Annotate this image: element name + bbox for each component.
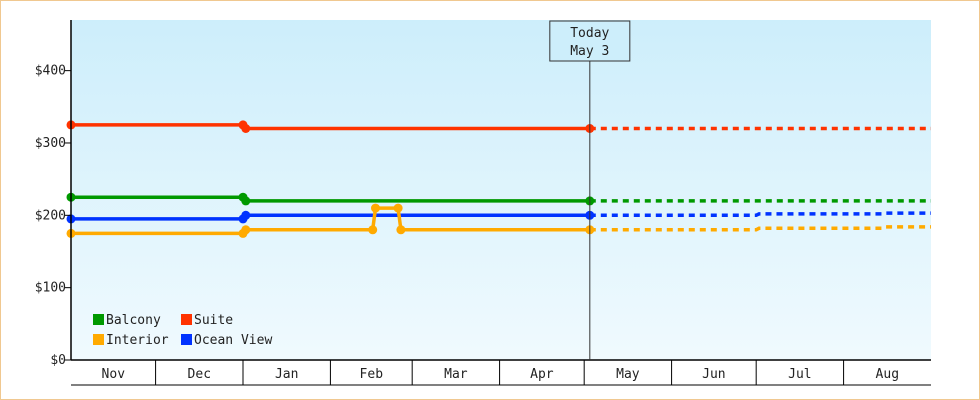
y-tick-label: $200: [35, 208, 66, 223]
data-point-suite: [241, 124, 251, 133]
data-point-interior: [368, 225, 378, 235]
x-tick-label: Aug: [876, 367, 899, 382]
legend-swatch-balcony: [93, 314, 104, 325]
x-tick-label: Feb: [360, 367, 384, 382]
legend-label-suite: Suite: [194, 313, 233, 328]
data-point-ocean-view: [241, 210, 251, 220]
axis-layer: $0 $100 $200 $300 $400 Nov Dec Jan Feb Mar Apr May J…: [35, 20, 931, 386]
series-forecast-ocean-view: [589, 211, 931, 218]
today-label-box: [549, 20, 631, 62]
legend-swatch-interior: [93, 334, 104, 345]
x-tick-label: Dec: [188, 367, 211, 382]
data-point-interior: [241, 225, 251, 235]
series-forecast-interior: [589, 225, 931, 232]
x-tick-label: Nov: [102, 367, 126, 382]
y-tick-label: $0: [50, 353, 66, 368]
legend-swatch-suite: [181, 314, 192, 325]
data-point-interior: [371, 203, 380, 213]
data-point-balcony: [241, 196, 251, 206]
x-tick-label: Jul: [788, 367, 811, 382]
x-tick-label: May: [616, 367, 640, 382]
x-tick-label: Jun: [702, 367, 725, 382]
plot-area: [71, 20, 931, 360]
data-point-interior: [393, 203, 403, 213]
series-layer: [66, 120, 931, 238]
legend-label-balcony: Balcony: [106, 313, 161, 328]
today-date: May 3: [570, 44, 609, 59]
x-tick-label: Jan: [275, 367, 298, 382]
data-point-interior: [396, 225, 406, 235]
y-tick-label: $100: [35, 281, 66, 296]
legend-label-interior: Interior: [106, 333, 169, 348]
today-label: Today: [570, 26, 609, 41]
legend: Balcony Suite Interior Ocean View: [93, 313, 272, 348]
legend-swatch-ocean-view: [181, 334, 192, 345]
x-tick-label: Mar: [444, 367, 468, 382]
y-tick-label: $300: [35, 136, 66, 151]
today-marker: Today May 3: [549, 20, 631, 360]
legend-label-ocean-view: Ocean View: [194, 333, 272, 348]
x-tick-label: Apr: [530, 367, 554, 382]
y-tick-label: $400: [35, 64, 66, 79]
